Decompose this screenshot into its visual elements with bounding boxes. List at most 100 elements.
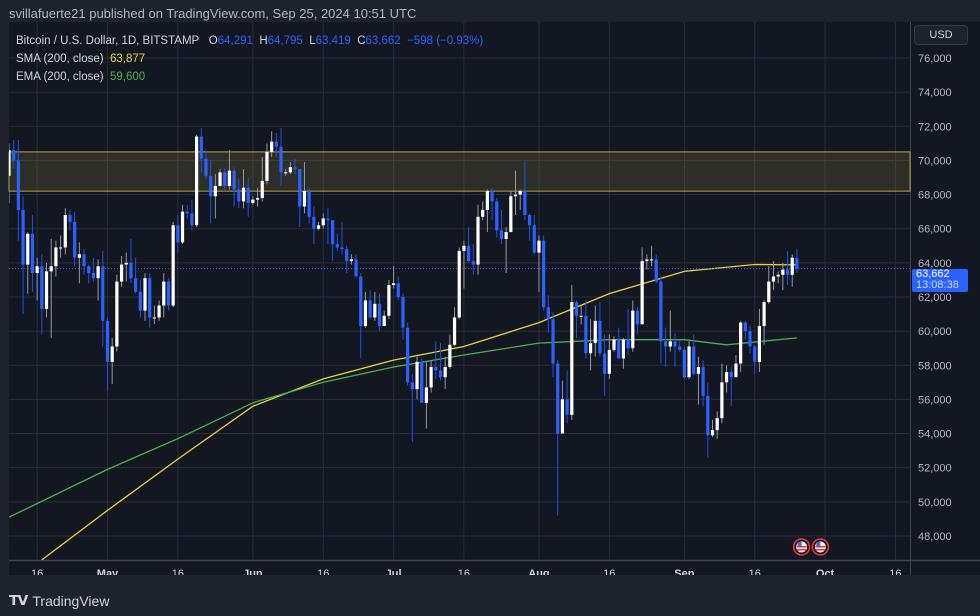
- candle: [209, 160, 213, 224]
- candle-body: [30, 233, 35, 274]
- candle: [785, 250, 790, 286]
- candle-body: [771, 276, 776, 282]
- candle: [617, 327, 621, 359]
- plot-layer: [9, 127, 910, 560]
- candle-body: [438, 370, 443, 378]
- y-tick-label: 56,000: [918, 394, 952, 406]
- candle-body: [44, 271, 49, 309]
- candlestick-chart[interactable]: 48,000 50,000 52,000 54,000 56,000 58,000 60,0…: [0, 22, 980, 575]
- ema-legend-row[interactable]: EMA (200, close) 59,600: [16, 68, 483, 86]
- candle-body: [424, 387, 429, 403]
- candle: [710, 419, 715, 437]
- candle: [415, 356, 419, 400]
- candle-body: [270, 141, 274, 152]
- candle-body: [223, 172, 227, 187]
- candle: [518, 189, 522, 210]
- resistance-zone: [8, 151, 911, 192]
- sma-legend-row[interactable]: SMA (200, close) 63,877: [16, 50, 483, 68]
- symbol-legend-row[interactable]: Bitcoin / U.S. Dollar, 1D, BITSTAMP O64,…: [16, 32, 483, 50]
- x-tick-label: Oct: [816, 568, 835, 575]
- candle-body: [649, 259, 654, 261]
- chart-panel[interactable]: 48,000 50,000 52,000 54,000 56,000 58,000 60,0…: [0, 22, 980, 575]
- x-tick-label: 16: [889, 568, 901, 575]
- candle-body: [673, 341, 677, 347]
- candle: [682, 346, 686, 379]
- candle: [640, 247, 644, 325]
- candle: [265, 143, 269, 185]
- x-tick-label: 16: [31, 568, 43, 575]
- candle: [504, 226, 508, 274]
- y-tick-label: 60,000: [918, 326, 952, 338]
- candle: [331, 220, 335, 262]
- candle-body: [218, 172, 222, 187]
- candle: [621, 337, 625, 369]
- candle-body: [279, 146, 283, 173]
- candle: [781, 262, 785, 291]
- candle-body: [382, 315, 386, 326]
- candle: [345, 245, 349, 274]
- last-price-tag: 63,662 13:08:38: [912, 268, 968, 292]
- x-tick-label: Jul: [386, 568, 402, 575]
- candle: [495, 197, 499, 238]
- sma-200-line: [41, 263, 797, 560]
- candle: [485, 189, 489, 233]
- last-price-value: 63,662: [916, 268, 950, 281]
- candle-body: [570, 302, 574, 415]
- candle: [143, 273, 147, 321]
- candle: [162, 273, 166, 318]
- candle-body: [631, 310, 635, 349]
- candle: [359, 273, 363, 359]
- candle-body: [298, 168, 302, 207]
- candle-body: [476, 216, 480, 265]
- currency-button[interactable]: USD: [914, 25, 968, 45]
- candle-body: [537, 240, 541, 253]
- footer-brand[interactable]: 𝗧𝗩 TradingView: [9, 592, 109, 609]
- candle: [26, 232, 30, 294]
- candle-body: [518, 191, 522, 195]
- candle: [246, 177, 250, 217]
- candle: [134, 257, 138, 294]
- candle: [91, 257, 96, 282]
- candle-body: [495, 201, 499, 231]
- candle: [223, 168, 227, 190]
- candle-body: [485, 191, 489, 210]
- candle-body: [115, 281, 119, 347]
- candle-body: [527, 215, 532, 226]
- candle-body: [166, 281, 171, 306]
- candle: [9, 143, 11, 204]
- candle-body: [91, 273, 96, 279]
- open-value: 64,291: [217, 35, 253, 47]
- candle: [157, 300, 161, 321]
- candle-body: [757, 325, 761, 362]
- candle: [237, 179, 241, 209]
- candle: [58, 235, 63, 258]
- candle-body: [63, 215, 67, 248]
- candle: [138, 279, 142, 318]
- time-axis-background: [9, 560, 980, 575]
- y-tick-label: 50,000: [918, 497, 952, 509]
- candle-body: [664, 341, 668, 347]
- y-tick-label: 58,000: [918, 360, 952, 372]
- candle-body: [565, 399, 569, 415]
- candle-body: [157, 305, 161, 318]
- candle-body: [105, 320, 110, 362]
- candle-body: [706, 395, 710, 436]
- candle: [434, 341, 438, 379]
- candle: [429, 360, 433, 393]
- candle-body: [678, 346, 682, 350]
- candle: [199, 127, 203, 173]
- candle: [790, 254, 794, 287]
- high-label: H: [259, 35, 268, 47]
- candle-body: [635, 310, 640, 325]
- candle: [274, 133, 278, 158]
- candle: [406, 322, 410, 386]
- candle: [649, 245, 654, 267]
- candle-body: [452, 317, 457, 345]
- candle-body: [12, 150, 16, 161]
- candle-body: [326, 218, 330, 221]
- candle: [574, 300, 579, 338]
- candle-body: [73, 221, 77, 258]
- candle: [542, 235, 546, 311]
- candle-body: [307, 191, 311, 217]
- candle-body: [204, 158, 208, 176]
